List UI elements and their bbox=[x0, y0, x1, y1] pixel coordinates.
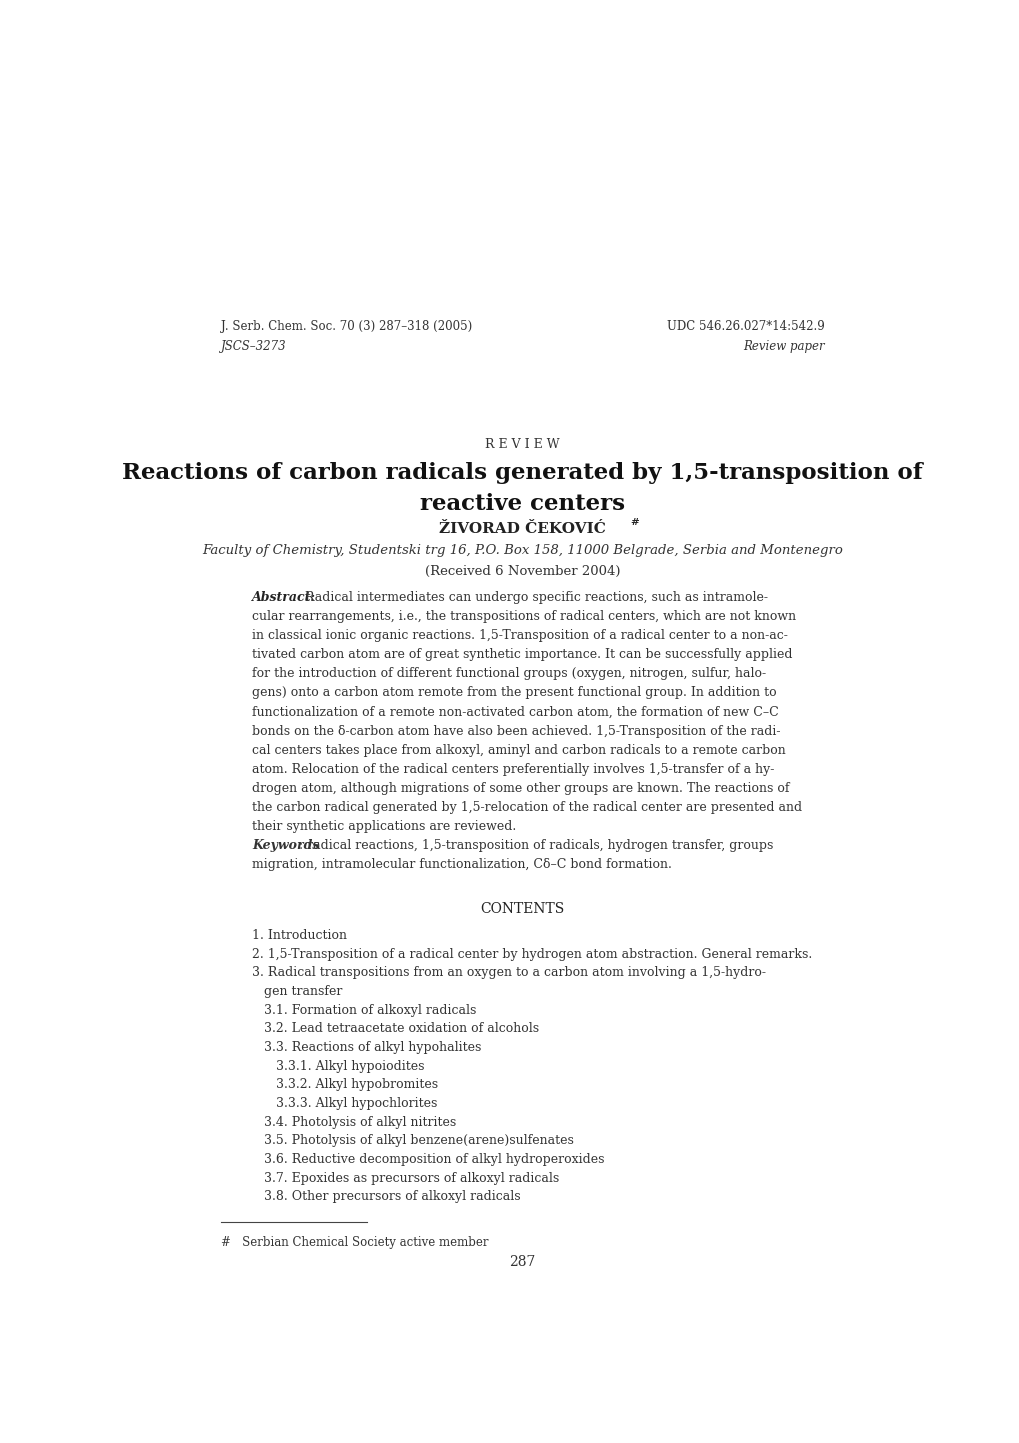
Text: 3.3.3. Alkyl hypochlorites: 3.3.3. Alkyl hypochlorites bbox=[252, 1097, 437, 1110]
Text: gens) onto a carbon atom remote from the present functional group. In addition t: gens) onto a carbon atom remote from the… bbox=[252, 687, 776, 700]
Text: Reactions of carbon radicals generated by 1,5-transposition of: Reactions of carbon radicals generated b… bbox=[122, 462, 922, 483]
Text: 3.4. Photolysis of alkyl nitrites: 3.4. Photolysis of alkyl nitrites bbox=[252, 1115, 457, 1128]
Text: CONTENTS: CONTENTS bbox=[480, 902, 565, 916]
Text: bonds on the δ-carbon atom have also been achieved. 1,5-Transposition of the rad: bonds on the δ-carbon atom have also bee… bbox=[252, 724, 781, 737]
Text: 1. Introduction: 1. Introduction bbox=[252, 929, 347, 942]
Text: 3.8. Other precursors of alkoxyl radicals: 3.8. Other precursors of alkoxyl radical… bbox=[252, 1190, 521, 1203]
Text: 3.7. Epoxides as precursors of alkoxyl radicals: 3.7. Epoxides as precursors of alkoxyl r… bbox=[252, 1172, 559, 1185]
Text: 3.3.2. Alkyl hypobromites: 3.3.2. Alkyl hypobromites bbox=[252, 1078, 438, 1091]
Text: tivated carbon atom are of great synthetic importance. It can be successfully ap: tivated carbon atom are of great synthet… bbox=[252, 648, 792, 661]
Text: UDC 546.26.027*14:542.9: UDC 546.26.027*14:542.9 bbox=[666, 320, 824, 333]
Text: migration, intramolecular functionalization, Cδ–C bond formation.: migration, intramolecular functionalizat… bbox=[252, 859, 672, 872]
Text: 3. Radical transpositions from an oxygen to a carbon atom involving a 1,5-hydro-: 3. Radical transpositions from an oxygen… bbox=[252, 967, 765, 980]
Text: 3.3. Reactions of alkyl hypohalites: 3.3. Reactions of alkyl hypohalites bbox=[252, 1040, 481, 1055]
Text: gen transfer: gen transfer bbox=[252, 986, 342, 999]
Text: 2. 1,5-Transposition of a radical center by hydrogen atom abstraction. General r: 2. 1,5-Transposition of a radical center… bbox=[252, 948, 812, 961]
Text: Review paper: Review paper bbox=[743, 341, 824, 354]
Text: J. Serb. Chem. Soc. 70 (3) 287–318 (2005): J. Serb. Chem. Soc. 70 (3) 287–318 (2005… bbox=[220, 320, 472, 333]
Text: 3.1. Formation of alkoxyl radicals: 3.1. Formation of alkoxyl radicals bbox=[252, 1004, 476, 1017]
Text: R E V I E W: R E V I E W bbox=[485, 437, 559, 450]
Text: cal centers takes place from alkoxyl, aminyl and carbon radicals to a remote car: cal centers takes place from alkoxyl, am… bbox=[252, 743, 786, 756]
Text: 3.5. Photolysis of alkyl benzene(arene)sulfenates: 3.5. Photolysis of alkyl benzene(arene)s… bbox=[252, 1134, 574, 1147]
Text: : radical reactions, 1,5-transposition of radicals, hydrogen transfer, groups: : radical reactions, 1,5-transposition o… bbox=[299, 840, 772, 853]
Text: 3.3.1. Alkyl hypoiodites: 3.3.1. Alkyl hypoiodites bbox=[252, 1059, 425, 1072]
Text: drogen atom, although migrations of some other groups are known. The reactions o: drogen atom, although migrations of some… bbox=[252, 782, 789, 795]
Text: 287: 287 bbox=[510, 1255, 535, 1270]
Text: ŽIVORAD ČEKOVIĆ: ŽIVORAD ČEKOVIĆ bbox=[439, 522, 605, 535]
Text: Faculty of Chemistry, Studentski trg 16, P.O. Box 158, 11000 Belgrade, Serbia an: Faculty of Chemistry, Studentski trg 16,… bbox=[202, 544, 843, 557]
Text: reactive centers: reactive centers bbox=[420, 494, 625, 515]
Text: their synthetic applications are reviewed.: their synthetic applications are reviewe… bbox=[252, 820, 517, 833]
Text: functionalization of a remote non-activated carbon atom, the formation of new C–: functionalization of a remote non-activa… bbox=[252, 706, 779, 719]
Text: #: # bbox=[630, 518, 638, 527]
Text: 3.2. Lead tetraacetate oxidation of alcohols: 3.2. Lead tetraacetate oxidation of alco… bbox=[252, 1023, 539, 1036]
Text: for the introduction of different functional groups (oxygen, nitrogen, sulfur, h: for the introduction of different functi… bbox=[252, 667, 765, 681]
Text: (Received 6 November 2004): (Received 6 November 2004) bbox=[425, 566, 620, 579]
Text: the carbon radical generated by 1,5-relocation of the radical center are present: the carbon radical generated by 1,5-relo… bbox=[252, 801, 802, 814]
Text: atom. Relocation of the radical centers preferentially involves 1,5-transfer of : atom. Relocation of the radical centers … bbox=[252, 763, 774, 776]
Text: JSCS–3273: JSCS–3273 bbox=[220, 341, 286, 354]
Text: Radical intermediates can undergo specific reactions, such as intramole-: Radical intermediates can undergo specif… bbox=[302, 592, 767, 605]
Text: cular rearrangements, i.e., the transpositions of radical centers, which are not: cular rearrangements, i.e., the transpos… bbox=[252, 610, 796, 623]
Text: 3.6. Reductive decomposition of alkyl hydroperoxides: 3.6. Reductive decomposition of alkyl hy… bbox=[252, 1153, 604, 1166]
Text: Keywords: Keywords bbox=[252, 840, 320, 853]
Text: #   Serbian Chemical Society active member: # Serbian Chemical Society active member bbox=[220, 1235, 488, 1248]
Text: in classical ionic organic reactions. 1,5-Transposition of a radical center to a: in classical ionic organic reactions. 1,… bbox=[252, 629, 788, 642]
Text: Abstract:: Abstract: bbox=[252, 592, 316, 605]
